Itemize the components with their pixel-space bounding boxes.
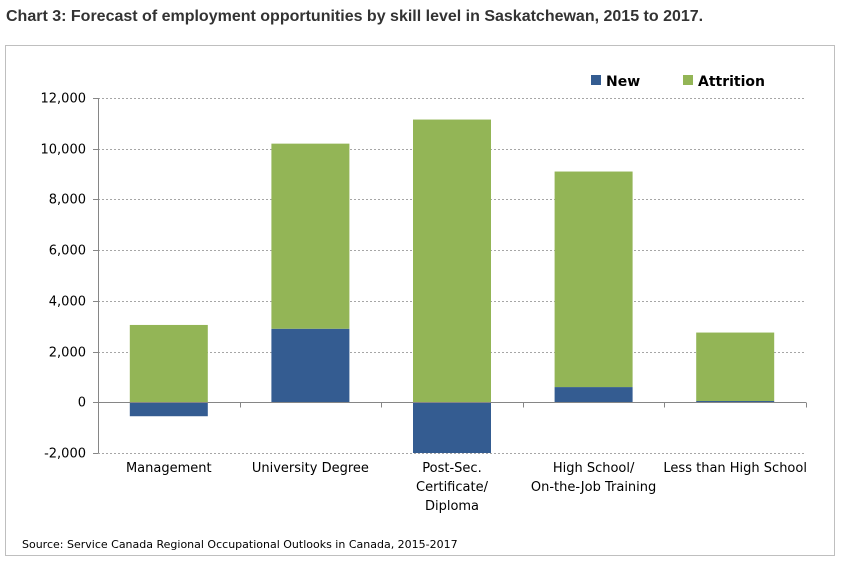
x-category-label: High School/On-the-Job Training (531, 461, 656, 495)
bar-attrition (271, 143, 350, 329)
bar-attrition (696, 332, 775, 402)
bar-attrition (129, 324, 208, 403)
y-tick-label: 12,000 (41, 92, 87, 107)
y-tick-label: 0 (78, 396, 86, 411)
bar-new (271, 328, 350, 403)
bar-attrition (413, 119, 491, 403)
legend-label-attrition: Attrition (698, 74, 765, 90)
bar-new (413, 402, 491, 453)
bar-new (554, 387, 633, 403)
bar-new (696, 401, 775, 403)
legend-swatch-attrition (683, 75, 693, 85)
y-tick-label: -2,000 (44, 447, 86, 462)
legend-swatch-new (591, 75, 601, 85)
x-category-label: Post-Sec. Certificate/Diploma (416, 461, 489, 514)
source-note: Source: Service Canada Regional Occupati… (22, 538, 458, 551)
axes (98, 98, 807, 453)
y-tick-label: 2,000 (49, 346, 86, 361)
y-tick-label: 10,000 (41, 143, 87, 158)
bar-new (129, 402, 208, 417)
bar-attrition (554, 171, 633, 388)
chart-title: Chart 3: Forecast of employment opportun… (6, 8, 704, 25)
y-tick-label: 8,000 (49, 193, 86, 208)
x-axis-labels: Management University Degree Post-Sec. Cert… (126, 461, 807, 514)
y-tick-label: 6,000 (49, 244, 86, 259)
y-tick-label: 4,000 (49, 295, 86, 310)
legend: New Attrition (591, 74, 765, 90)
x-category-label: Management (126, 461, 212, 476)
x-category-label: University Degree (252, 461, 369, 476)
legend-label-new: New (606, 74, 640, 90)
x-category-label: Less than High School (663, 461, 807, 476)
y-axis-ticks: -2,000 0 2,000 4,000 6,000 8,000 10,000 12,000 (41, 92, 98, 462)
bars (129, 119, 775, 453)
